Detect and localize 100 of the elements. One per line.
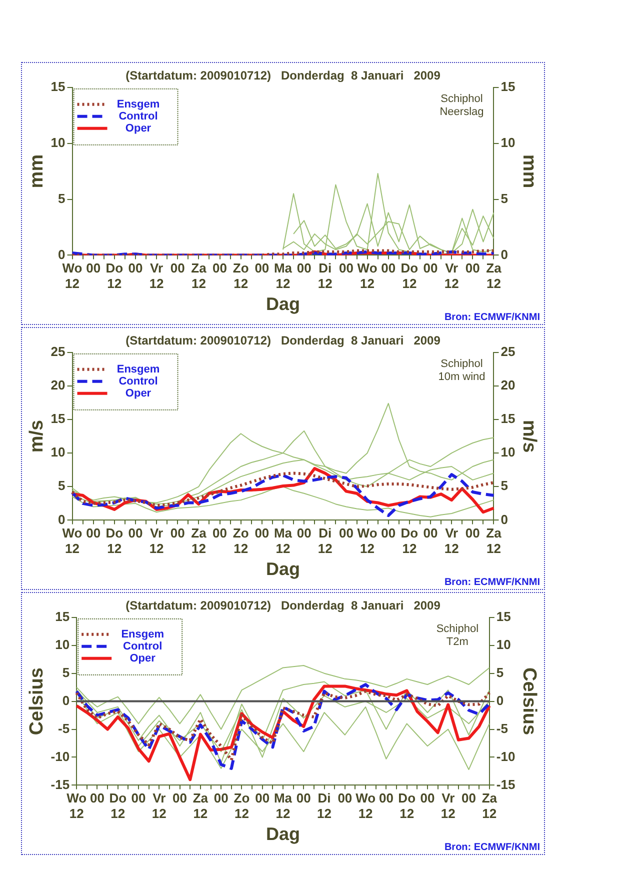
x-tick-label: Di 12 — [318, 260, 332, 292]
x-tick-label: Wo 12 — [356, 790, 376, 822]
x-tick-label: Vr 12 — [149, 526, 164, 556]
y-tick-label: 25 — [50, 344, 66, 359]
x-tick-label: Za 12 — [191, 526, 208, 556]
x-tick-label: 00 — [128, 260, 143, 276]
y2-tick-label: 15 — [500, 411, 516, 426]
y2-axis-title: mm — [518, 154, 540, 188]
x-tick-label: Do 12 — [106, 260, 124, 292]
x-tick-label: Ma 12 — [274, 260, 293, 292]
y2-tick-label: 5 — [500, 478, 508, 494]
x-tick-label: 00 — [465, 260, 480, 276]
x-tick-label: 00 — [423, 260, 438, 276]
x-tick-label: Za 12 — [486, 526, 502, 556]
x-tick-label: 00 — [255, 790, 270, 806]
legend-label: Control — [123, 640, 162, 652]
x-tick-label: 00 — [170, 260, 185, 276]
x-tick-label: Zo 12 — [232, 526, 249, 556]
y2-axis-title: Celsius — [518, 668, 540, 736]
legend-label: Ensgem — [121, 628, 164, 640]
x-tick-label: Wo 12 — [357, 526, 378, 556]
x-tick-label: 00 — [338, 526, 354, 541]
x-tick-label: Wo 12 — [357, 260, 378, 292]
annotation: Schiphol T2m — [436, 622, 479, 648]
x-tick-label: Vr 12 — [149, 260, 164, 292]
x-tick-label: 00 — [420, 790, 435, 806]
x-tick-label: Za 12 — [191, 260, 208, 292]
y-tick-label: 5 — [58, 478, 66, 494]
y-tick-label: 20 — [50, 378, 66, 393]
x-tick-label: Vr 12 — [444, 526, 459, 556]
x-tick-label: Vr 12 — [440, 790, 456, 822]
annotation: Schiphol Neerslag — [440, 92, 484, 118]
x-tick-label: Vr 12 — [444, 260, 459, 292]
x-tick-label: Do 12 — [398, 790, 416, 822]
y2-tick-label: -5 — [496, 720, 508, 736]
x-tick-label: 00 — [214, 790, 228, 806]
y-tick-label: 10 — [50, 444, 66, 460]
chart-title: (Startdatum: 2009010712) Donderdag 8 Januari 2009 — [126, 68, 441, 83]
annotation: Schiphol 10m wind — [438, 358, 486, 383]
y2-tick-label: 10 — [500, 134, 516, 150]
y-axis-title: m/s — [26, 420, 48, 453]
x-tick-label: 00 — [128, 526, 143, 541]
x-tick-label: Za 12 — [486, 260, 502, 292]
x-tick-label: Do 12 — [400, 526, 418, 556]
x-tick-label: Do 12 — [106, 526, 124, 556]
y-tick-label: 15 — [55, 608, 70, 624]
x-tick-label: 00 — [254, 260, 270, 276]
x-tick-label: Wo 12 — [62, 260, 82, 292]
legend-label: Oper — [125, 122, 152, 134]
x-tick-label: Zo 12 — [232, 260, 249, 292]
x-tick-label: Wo 12 — [62, 526, 82, 556]
x-tick-label: Do 12 — [400, 260, 418, 292]
x-tick-label: Ma 12 — [274, 790, 293, 822]
y2-axis-title: m/s — [518, 420, 540, 453]
x-tick-label: 00 — [131, 790, 146, 806]
x-tick-label: 00 — [378, 790, 394, 806]
x-tick-label: 00 — [296, 260, 312, 276]
y-tick-label: 0 — [58, 246, 66, 262]
x-tick-label: 00 — [338, 260, 354, 276]
y-tick-label: 5 — [58, 190, 66, 206]
y2-tick-label: 10 — [496, 636, 511, 652]
y2-tick-label: 0 — [496, 692, 504, 708]
y-tick-label: 0 — [58, 512, 66, 527]
y2-tick-label: 25 — [500, 344, 516, 359]
x-tick-label: 00 — [465, 526, 480, 541]
x-tick-label: Di 12 — [318, 526, 332, 556]
legend-label: Control — [118, 110, 158, 122]
x-tick-label: 00 — [90, 790, 104, 806]
y2-tick-label: 15 — [500, 78, 516, 94]
x-axis-title: Dag — [266, 559, 300, 580]
x-tick-label: 00 — [172, 790, 188, 806]
x-tick-label: Vr 12 — [152, 790, 166, 822]
legend-label: Ensgem — [116, 98, 160, 110]
x-tick-label: 00 — [381, 526, 396, 541]
x-tick-label: Za 12 — [192, 790, 209, 822]
x-tick-label: 00 — [381, 260, 396, 276]
x-tick-label: 00 — [254, 526, 270, 541]
legend-label: Oper — [130, 652, 156, 664]
y2-tick-label: 0 — [500, 246, 508, 262]
chart-title: (Startdatum: 2009010712) Donderdag 8 Januari 2009 — [126, 598, 441, 613]
x-tick-label: 00 — [423, 526, 438, 541]
y-tick-label: 15 — [50, 411, 66, 426]
x-tick-label: Di 12 — [317, 790, 332, 822]
y-axis-title: mm — [26, 154, 48, 188]
x-tick-label: 00 — [462, 790, 476, 806]
x-tick-label: 00 — [86, 260, 101, 276]
x-tick-label: 00 — [212, 526, 228, 541]
y2-tick-label: 0 — [500, 512, 508, 527]
x-tick-label: 00 — [296, 526, 312, 541]
y-tick-label: 10 — [55, 636, 70, 652]
y2-tick-label: -10 — [496, 748, 516, 764]
y-axis-title: Celsius — [26, 668, 48, 736]
y-tick-label: -5 — [58, 720, 70, 736]
x-tick-label: Wo 12 — [66, 790, 87, 822]
x-axis-title: Dag — [266, 824, 300, 844]
text: Bron: ECMWF/KNMI — [444, 576, 540, 588]
x-tick-label: Zo 12 — [234, 790, 250, 822]
y-tick-label: 15 — [50, 78, 66, 94]
y-tick-label: -10 — [50, 748, 70, 764]
y-tick-label: 5 — [62, 664, 70, 680]
